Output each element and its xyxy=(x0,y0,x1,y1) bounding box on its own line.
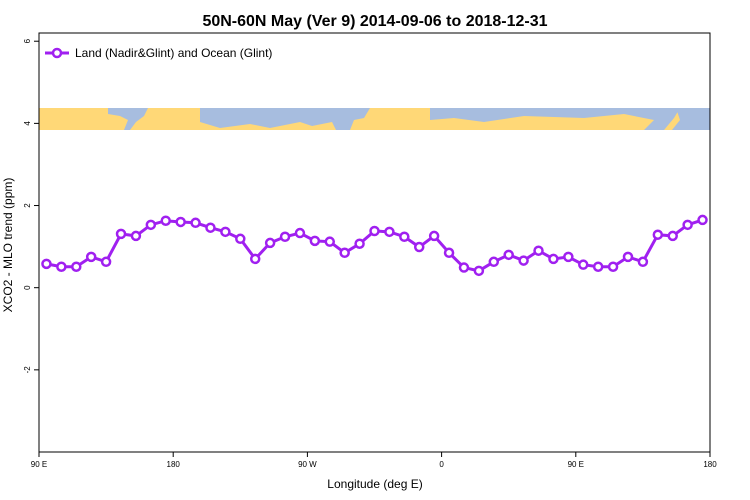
plot-frame xyxy=(38,32,711,453)
data-point xyxy=(667,230,678,242)
data-point xyxy=(607,261,619,272)
data-point xyxy=(71,261,82,272)
data-point xyxy=(115,228,127,240)
data-point xyxy=(56,261,67,272)
y-tick-label: 0 xyxy=(23,285,32,290)
chart-title: 50N-60N May (Ver 9) 2014-09-06 to 2018-1… xyxy=(202,13,547,30)
data-point xyxy=(563,251,574,263)
y-tick-label: 6 xyxy=(23,38,32,43)
data-point xyxy=(697,214,708,226)
data-point xyxy=(294,227,306,239)
data-point xyxy=(354,238,365,249)
data-point xyxy=(369,225,380,237)
map-ocean xyxy=(672,108,710,130)
data-point xyxy=(488,256,500,268)
data-point xyxy=(175,216,186,228)
data-point xyxy=(637,256,649,268)
y-tick-label: 2 xyxy=(23,203,32,208)
data-point xyxy=(518,255,529,266)
data-point xyxy=(682,219,693,231)
data-point xyxy=(428,230,440,242)
x-tick-label: 180 xyxy=(703,460,717,469)
data-point xyxy=(235,233,246,245)
data-point xyxy=(249,253,261,265)
data-point xyxy=(443,247,455,259)
data-point xyxy=(190,217,201,229)
x-axis-label: Longitude (deg E) xyxy=(327,477,422,491)
data-point xyxy=(413,241,425,253)
x-tick-label: 90 E xyxy=(31,460,47,469)
x-tick-label: 90 E xyxy=(568,460,584,469)
data-point xyxy=(279,231,291,242)
data-point xyxy=(592,261,604,272)
map-ocean xyxy=(430,108,680,130)
data-point xyxy=(384,226,395,238)
data-point xyxy=(652,229,664,240)
data-point xyxy=(622,251,634,263)
map-ocean xyxy=(200,108,370,130)
y-tick-label: -2 xyxy=(23,366,32,374)
data-point xyxy=(309,235,321,247)
map-ocean xyxy=(108,108,148,130)
data-point xyxy=(160,215,171,226)
map-band xyxy=(39,108,710,130)
x-tick-label: 90 W xyxy=(298,460,317,469)
data-point xyxy=(578,259,589,270)
data-point xyxy=(503,249,514,261)
data-point xyxy=(533,245,544,256)
legend-marker xyxy=(51,47,63,59)
data-point xyxy=(85,251,97,263)
data-point xyxy=(100,256,112,268)
data-point xyxy=(473,265,485,277)
legend-label: Land (Nadir&Glint) and Ocean (Glint) xyxy=(75,46,272,60)
data-point xyxy=(339,247,350,259)
data-point xyxy=(145,219,157,231)
y-axis-label: XCO2 - MLO trend (ppm) xyxy=(1,178,15,313)
data-point xyxy=(548,253,559,265)
data-point xyxy=(130,230,142,242)
data-point xyxy=(264,237,276,249)
data-point xyxy=(399,231,410,242)
y-tick-label: 4 xyxy=(23,121,32,126)
x-tick-label: 180 xyxy=(167,460,181,469)
x-tick-label: 0 xyxy=(439,460,444,469)
data-point xyxy=(324,236,336,247)
data-point xyxy=(205,222,216,233)
data-point xyxy=(458,262,470,273)
data-point xyxy=(41,258,52,270)
data-point xyxy=(220,226,231,238)
